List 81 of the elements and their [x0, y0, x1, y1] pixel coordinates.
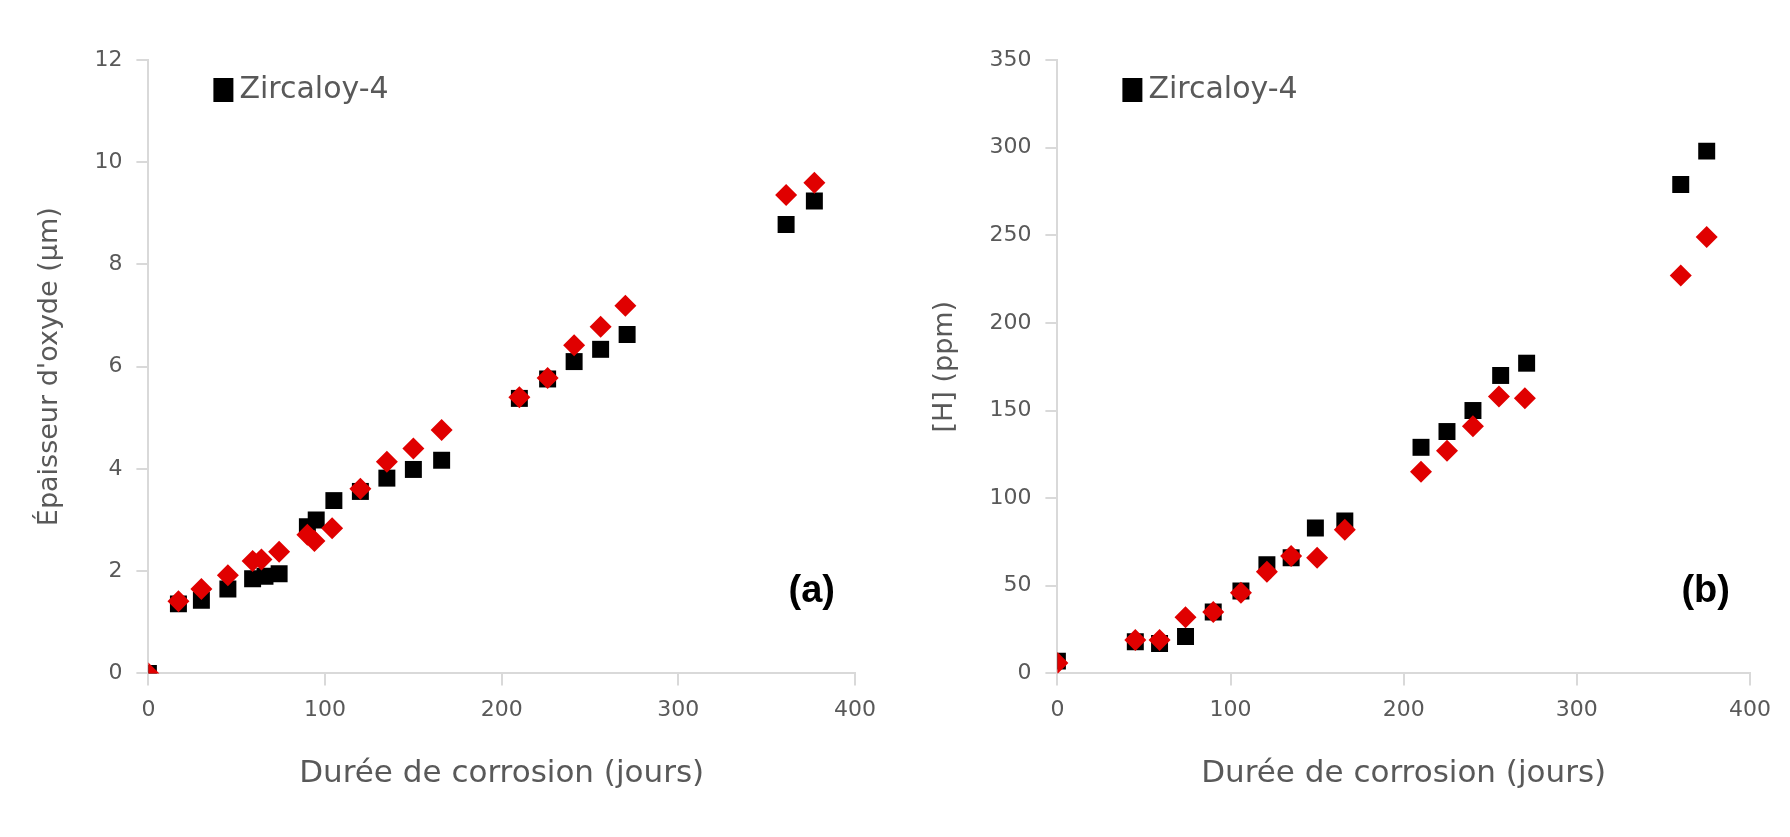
point: [589, 315, 612, 338]
y-tick-label: 350: [989, 45, 1032, 71]
point: [349, 477, 372, 500]
point: [1438, 423, 1456, 441]
x-tick-label: 0: [141, 696, 156, 722]
point: [1698, 142, 1716, 160]
point: [777, 216, 795, 234]
point: [307, 511, 325, 529]
legend-label: Zircaloy-4: [239, 69, 389, 105]
point: [803, 171, 826, 194]
x-tick-label: 0: [1050, 696, 1065, 722]
y-tick-label: 8: [108, 250, 123, 276]
point: [1412, 438, 1430, 456]
x-tick-label: 300: [657, 696, 700, 722]
y-tick-label: 10: [94, 147, 123, 173]
point: [1410, 460, 1433, 483]
y-tick-label: 250: [989, 220, 1032, 246]
point: [1695, 226, 1718, 249]
point: [430, 419, 453, 442]
point: [321, 517, 344, 540]
point: [1177, 628, 1195, 646]
y-tick-label: 0: [1017, 659, 1032, 685]
y-tick-label: 150: [989, 396, 1032, 422]
point: [1280, 544, 1303, 567]
point: [1492, 366, 1510, 384]
point: [190, 578, 213, 601]
point: [592, 340, 610, 358]
point: [167, 590, 190, 613]
y-tick-label: 12: [94, 45, 123, 71]
point: [618, 326, 636, 343]
point: [1306, 546, 1329, 569]
y-axis-title: Épaisseur d'oxyde (µm): [32, 207, 64, 527]
point: [1174, 606, 1197, 629]
annotation: (a): [788, 567, 835, 610]
point: [614, 294, 637, 317]
y-tick-label: 0: [108, 659, 123, 685]
y-tick-label: 4: [108, 454, 123, 480]
y-tick-label: 2: [108, 556, 123, 582]
point: [1672, 175, 1690, 193]
point: [268, 540, 291, 563]
point: [1461, 415, 1484, 438]
point: [404, 460, 422, 478]
point: [563, 334, 586, 357]
x-tick-label: 100: [1209, 696, 1252, 722]
point: [270, 565, 288, 583]
x-axis-title: Durée de corrosion (jours): [1201, 753, 1607, 790]
point: [375, 450, 398, 473]
x-tick-label: 400: [834, 696, 876, 722]
point: [433, 451, 451, 469]
point: [1255, 560, 1278, 583]
x-axis-title: Durée de corrosion (jours): [299, 753, 705, 790]
y-tick-label: 300: [989, 133, 1032, 159]
point: [1513, 387, 1536, 410]
y-tick-label: 100: [989, 483, 1032, 509]
point: [1669, 264, 1692, 287]
y-tick-label: 50: [1003, 571, 1032, 597]
x-tick-label: 200: [480, 696, 523, 722]
x-tick-label: 300: [1555, 696, 1598, 722]
point: [1435, 439, 1458, 462]
y-axis-title: [H] (ppm): [927, 300, 959, 433]
point: [1487, 385, 1510, 408]
point: [565, 353, 583, 371]
point: [402, 437, 425, 460]
point: [1464, 402, 1482, 419]
legend-label: Zircaloy-4: [1148, 69, 1298, 105]
y-tick-label: 6: [108, 352, 123, 378]
point: [378, 469, 396, 487]
x-tick-label: 400: [1729, 696, 1771, 722]
point: [1306, 519, 1324, 537]
annotation: (b): [1681, 567, 1730, 610]
point: [325, 492, 343, 510]
point: [303, 530, 326, 553]
y-tick-label: 200: [989, 308, 1032, 334]
point: [805, 192, 823, 210]
point: [1518, 354, 1536, 372]
point: [1148, 629, 1171, 652]
point: [216, 564, 239, 587]
point: [775, 183, 798, 206]
x-tick-label: 200: [1382, 696, 1425, 722]
x-tick-label: 100: [304, 696, 347, 722]
point: [1333, 518, 1356, 541]
